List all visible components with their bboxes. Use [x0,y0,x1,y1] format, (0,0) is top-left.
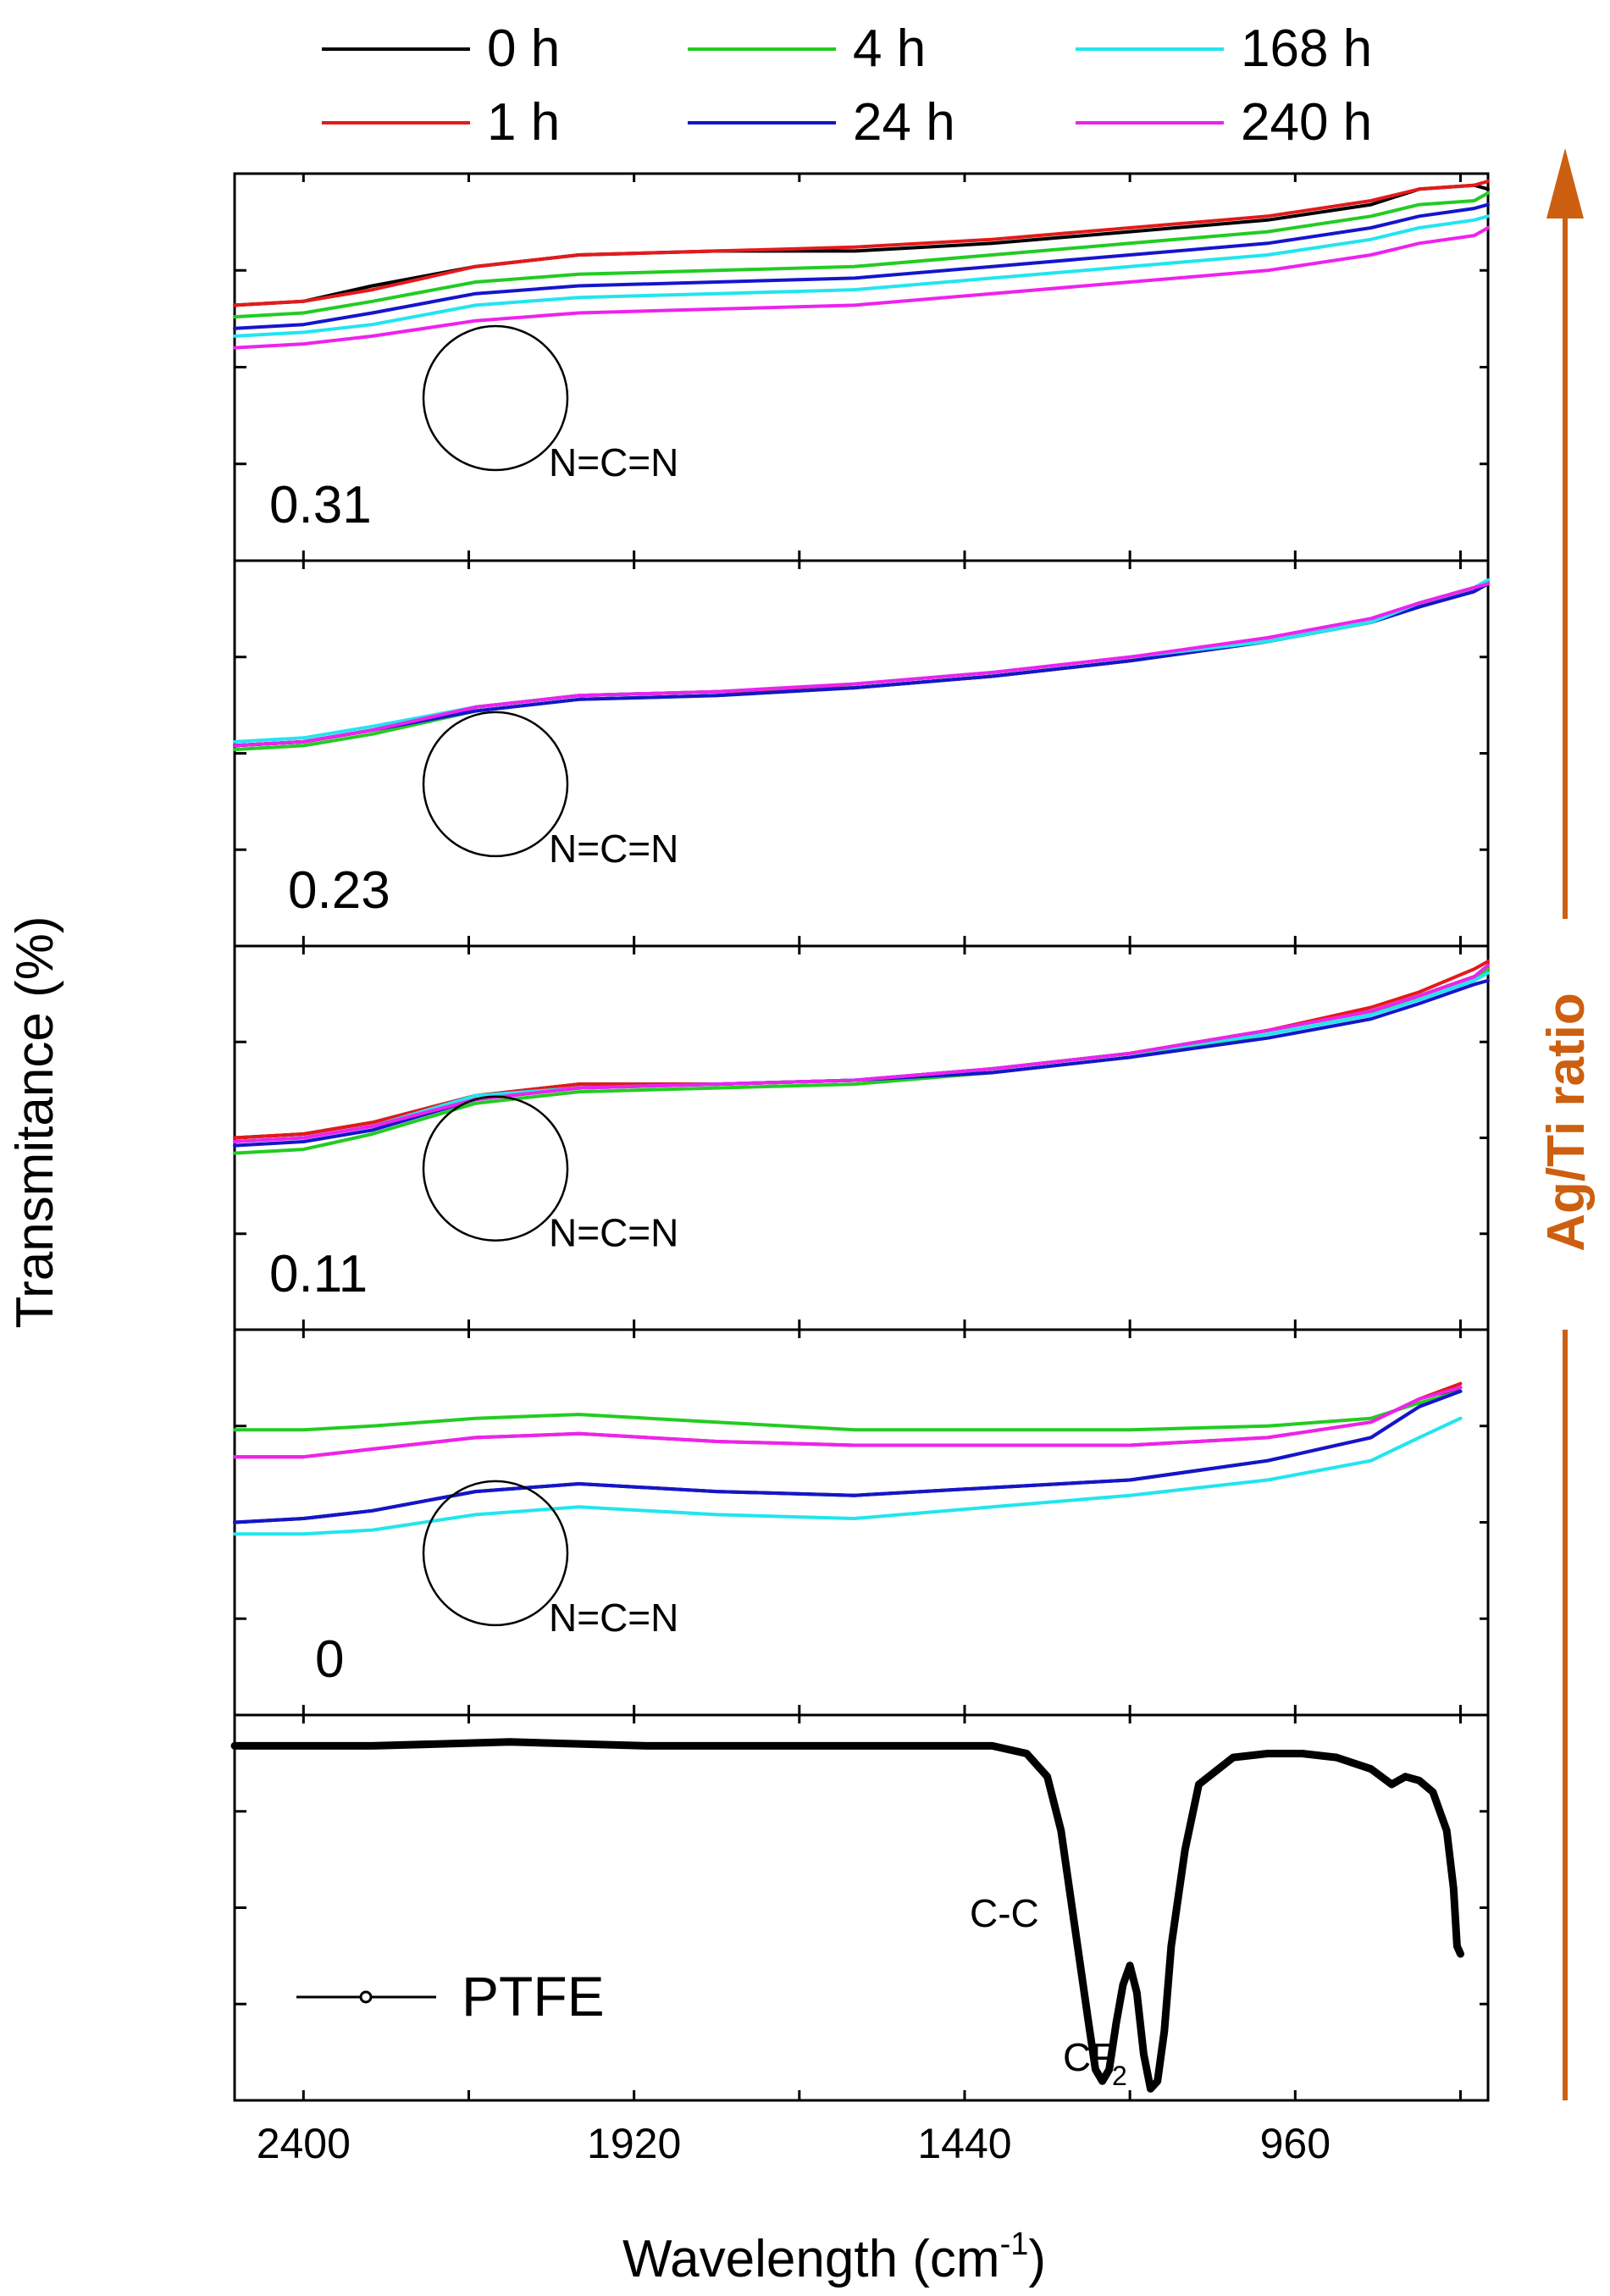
panel-1: 0.31 N=C=N [233,172,1490,562]
annotation-circle [422,1095,569,1242]
ptfe-legend-marker [359,1990,373,2004]
annotation-ncn: N=C=N [549,1596,678,1640]
legend-label: 1 h [487,93,560,152]
series-line-24h [233,202,1490,330]
panel-ratio-label: 0.23 [288,861,390,920]
panel-frame [233,559,1490,948]
series-line-168h [233,1416,1463,1536]
arrow-head [1546,148,1584,219]
series-line-4h [233,1389,1463,1432]
ag-ti-ratio-arrow: Ag/Ti ratio [1537,148,1596,2100]
series-line-4h [233,967,1490,1155]
annotation-circle [422,711,569,858]
panel-4: 0 N=C=N [233,1328,1490,1717]
legend-label: 240 h [1241,93,1372,152]
annotation-circle [422,324,569,472]
series-line-240h [233,582,1490,748]
series-line-240h [233,963,1490,1143]
annotation-circle [422,1480,569,1627]
x-axis-label-main: Wavelength (cm [622,2230,1000,2288]
series-line-240h [233,1386,1463,1459]
panels: 0.31 N=C=N 0.23 N=C=N 0.11 N=C=N 0 N=C=N PTFE C-C… [230,172,1490,2102]
series-line-4h [233,191,1490,319]
ag-ti-ratio-label: Ag/Ti ratio [1537,993,1596,1251]
panel-2: 0.23 N=C=N [233,559,1490,948]
series-line-24h [233,978,1490,1148]
series-line-168h [233,214,1490,338]
series-line-24h [233,1389,1463,1524]
series-line-PTFE [230,1738,1464,2093]
panel-frame [233,172,1490,562]
series-line-240h [233,226,1490,350]
annotation-ncn: N=C=N [549,440,678,484]
y-axis-label: Transmitance (%) [6,916,64,1329]
annotation-cf2-subscript: 2 [1112,2061,1127,2091]
annotation-ncn: N=C=N [549,827,678,871]
x-axis-label-exponent: -1 [1000,2227,1029,2262]
x-tick-label: 1920 [587,2120,681,2167]
x-axis-label: Wavelength (cm-1) [622,2227,1046,2288]
panel-ratio-label: 0.31 [269,476,372,534]
series-line-24h [233,582,1490,748]
legend: 0 h 1 h 4 h 24 h 168 h 240 h [322,19,1372,152]
x-tick-label: 960 [1260,2120,1331,2167]
panel-frame [233,1713,1490,2102]
ptfe-legend-label: PTFE [462,1965,605,2028]
panel-ratio-label: 0 [315,1630,344,1689]
x-axis: 2400 1920 1440 960 [257,2120,1331,2167]
legend-label: 24 h [853,93,955,152]
legend-label: 0 h [487,19,560,78]
annotation-ncn: N=C=N [549,1211,678,1255]
legend-label: 4 h [853,19,926,78]
x-axis-label-close: ) [1028,2230,1046,2288]
series-line-1h [233,180,1490,307]
series-line-4h [233,582,1490,751]
x-tick-label: 1440 [917,2120,1011,2167]
legend-label: 168 h [1241,19,1372,78]
panel-frame [233,944,1490,1331]
panel-5: PTFE C-C CF2 [230,1713,1490,2102]
panel-3: 0.11 N=C=N [233,944,1490,1331]
panel-ratio-label: 0.11 [269,1245,368,1303]
annotation-cf2: CF [1063,2035,1115,2079]
annotation-c-c: C-C [970,1891,1039,1935]
x-tick-label: 2400 [257,2120,351,2167]
